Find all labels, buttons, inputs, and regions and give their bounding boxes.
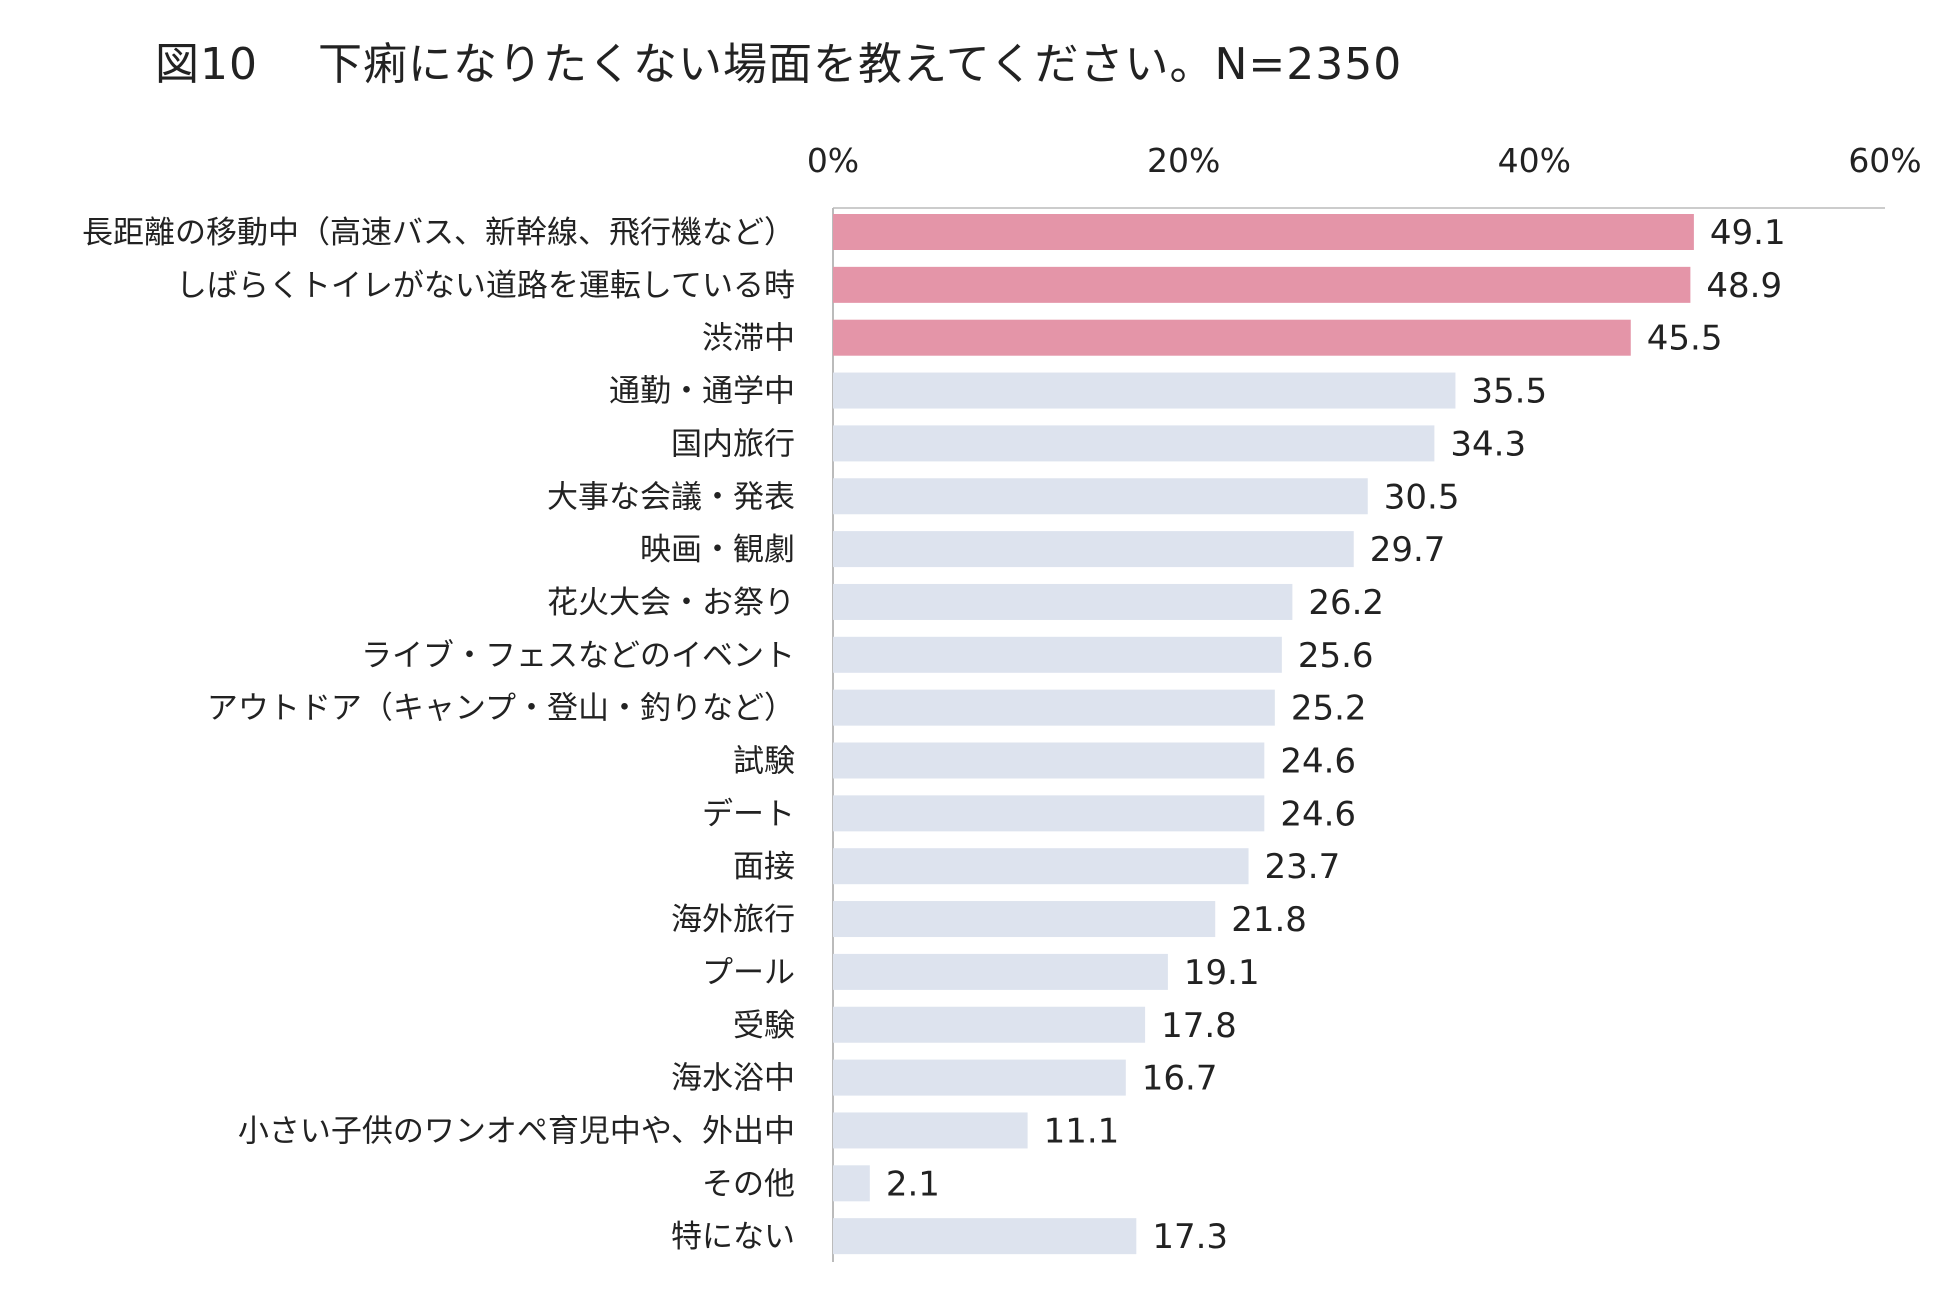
x-tick-label: 20% [1147,141,1220,180]
value-label: 24.6 [1280,742,1356,782]
category-label: アウトドア（キャンプ・登山・釣りなど） [207,691,795,727]
value-label: 17.3 [1152,1217,1228,1257]
category-label: デート [702,796,795,832]
category-label: 花火大会・お祭り [547,585,795,621]
value-label: 34.3 [1450,424,1526,464]
value-label: 16.7 [1142,1059,1218,1099]
category-label: 海水浴中 [671,1061,795,1097]
bar-13 [833,848,1249,885]
bar-17 [833,1059,1126,1096]
bar-16 [833,1006,1146,1043]
category-label: 小さい子供のワンオペ育児中や、外出中 [238,1113,795,1149]
value-label: 45.5 [1647,319,1723,359]
category-label: しばらくトイレがない道路を運転している時 [176,268,795,304]
bar-8 [833,583,1293,620]
category-label: 面接 [733,849,795,885]
value-label: 24.6 [1280,794,1356,834]
bar-20 [833,1218,1137,1255]
value-label: 23.7 [1265,847,1341,887]
category-label: 国内旅行 [671,426,795,462]
bar-12 [833,795,1265,832]
x-tick-label: 0% [807,141,859,180]
value-label: 30.5 [1384,477,1460,517]
bar-19 [833,1165,870,1202]
bar-14 [833,901,1216,938]
bar-15 [833,953,1168,990]
category-label: 長距離の移動中（高速バス、新幹線、飛行機など） [82,215,795,251]
chart-title: 図10 下痢になりたくない場面を教えてください。N=2350 [155,39,1403,90]
value-label: 49.1 [1710,213,1786,253]
bar-2 [833,266,1691,303]
bar-3 [833,319,1631,356]
value-label: 19.1 [1184,953,1260,993]
category-label: 通勤・通学中 [609,374,795,410]
value-label: 35.5 [1471,372,1547,412]
bar-11 [833,742,1265,779]
value-label: 29.7 [1370,530,1446,570]
category-label: プール [702,955,795,991]
value-label: 17.8 [1161,1006,1237,1046]
value-label: 21.8 [1231,900,1307,940]
category-label: 海外旅行 [671,902,795,938]
category-label: 受験 [733,1008,795,1044]
x-tick-label: 60% [1848,141,1921,180]
category-label: 大事な会議・発表 [547,479,795,515]
value-label: 2.1 [886,1164,940,1204]
bar-18 [833,1112,1028,1149]
bar-5 [833,425,1435,462]
bar-10 [833,689,1275,726]
value-label: 25.6 [1298,636,1374,676]
category-label: 映画・観劇 [640,532,795,568]
category-label: 試験 [733,744,795,780]
bar-4 [833,372,1456,409]
value-label: 25.2 [1291,689,1367,729]
category-label: ライブ・フェスなどのイベント [361,638,795,674]
value-label: 11.1 [1044,1111,1120,1151]
value-label: 26.2 [1308,583,1384,623]
bar-7 [833,531,1354,568]
x-tick-label: 40% [1498,141,1571,180]
value-label: 48.9 [1706,266,1782,306]
bar-6 [833,478,1368,515]
category-label: 特にない [671,1219,795,1255]
bar-9 [833,636,1282,673]
category-label: その他 [702,1166,795,1202]
bar-1 [833,214,1694,250]
category-label: 渋滞中 [702,321,795,357]
